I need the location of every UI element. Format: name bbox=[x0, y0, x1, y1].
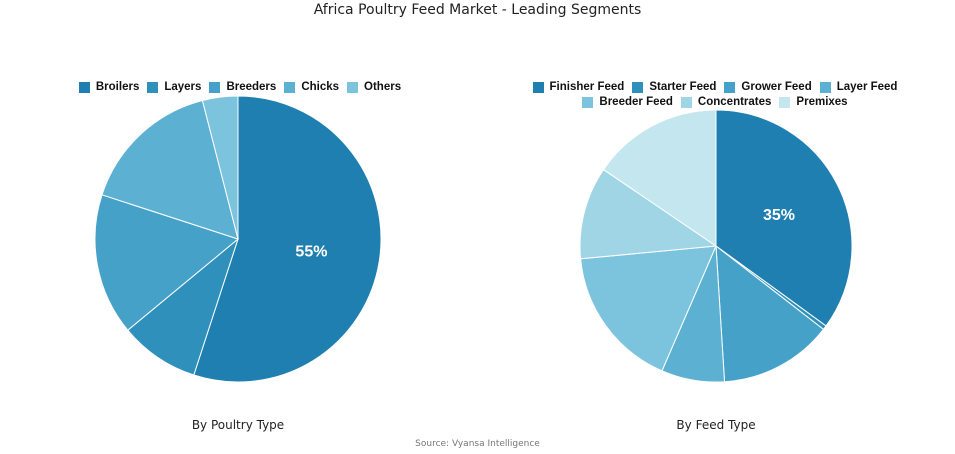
legend-poultry-type: Broilers Layers Breeders Chicks Others bbox=[60, 80, 420, 95]
legend-label-chicks: Chicks bbox=[301, 81, 340, 93]
legend-swatch-others bbox=[347, 82, 359, 93]
pie-slice-finisher-feed bbox=[715, 109, 853, 327]
legend-label-starter-feed: Starter Feed bbox=[649, 81, 717, 93]
legend-swatch-breeder-feed bbox=[582, 97, 594, 108]
pie-slice-broilers bbox=[193, 95, 382, 383]
legend-item-layer-feed: Layer Feed bbox=[819, 80, 898, 95]
legend-label-others: Others bbox=[364, 81, 402, 93]
legend-feed-type: Finisher Feed Starter Feed Grower Feed Laye… bbox=[480, 80, 950, 110]
subtitle-poultry-type: By Poultry Type bbox=[191, 418, 285, 432]
legend-swatch-finisher-feed bbox=[532, 82, 544, 93]
legend-item-premixes: Premixes bbox=[779, 95, 848, 110]
legend-item-chicks: Chicks bbox=[284, 80, 339, 95]
legend-item-starter-feed: Starter Feed bbox=[632, 80, 716, 95]
legend-item-finisher-feed: Finisher Feed bbox=[532, 80, 625, 95]
legend-label-concentrates: Concentrates bbox=[697, 96, 772, 108]
legend-label-premixes: Premixes bbox=[796, 96, 848, 108]
legend-item-grower-feed: Grower Feed bbox=[724, 80, 812, 95]
pie-slice-others bbox=[201, 95, 239, 240]
legend-label-broilers: Broilers bbox=[95, 81, 140, 93]
data-label-finisher-feed: 35% bbox=[763, 207, 795, 224]
legend-item-others: Others bbox=[347, 80, 401, 95]
pie-slice-grower-feed bbox=[715, 244, 825, 383]
pie-slice-concentrates bbox=[579, 168, 718, 260]
chart-title: Africa Poultry Feed Market - Leading Seg… bbox=[313, 2, 642, 18]
pie-slice-layers bbox=[127, 237, 240, 376]
legend-label-grower-feed: Grower Feed bbox=[741, 81, 812, 93]
legend-swatch-chicks bbox=[284, 82, 296, 93]
legend-swatch-layer-feed bbox=[819, 82, 831, 93]
legend-swatch-starter-feed bbox=[632, 82, 644, 93]
legend-swatch-concentrates bbox=[680, 97, 692, 108]
legend-swatch-broilers bbox=[78, 82, 90, 93]
legend-label-breeders: Breeders bbox=[226, 81, 277, 93]
legend-item-breeders: Breeders bbox=[209, 80, 276, 95]
data-label-broilers: 55% bbox=[295, 244, 327, 261]
legend-swatch-grower-feed bbox=[724, 82, 736, 93]
legend-item-breeder-feed: Breeder Feed bbox=[582, 95, 673, 110]
pie-slice-breeders bbox=[94, 194, 240, 331]
legend-label-layers: Layers bbox=[164, 81, 202, 93]
legend-item-layers: Layers bbox=[147, 80, 201, 95]
legend-item-concentrates: Concentrates bbox=[680, 95, 772, 110]
pie-slice-breeder-feed bbox=[580, 245, 717, 372]
legend-label-layer-feed: Layer Feed bbox=[836, 81, 898, 93]
legend-swatch-layers bbox=[147, 82, 159, 93]
legend-swatch-breeders bbox=[209, 82, 221, 93]
legend-swatch-premixes bbox=[779, 97, 791, 108]
legend-label-breeder-feed: Breeder Feed bbox=[599, 96, 673, 108]
legend-item-broilers: Broilers bbox=[78, 80, 140, 95]
pie-slice-chicks bbox=[101, 99, 239, 240]
legend-label-finisher-feed: Finisher Feed bbox=[549, 81, 625, 93]
pie-slice-premixes bbox=[602, 109, 717, 247]
source-note: Source: Vyansa Intelligence bbox=[415, 439, 540, 449]
subtitle-feed-type: By Feed Type bbox=[676, 418, 756, 432]
